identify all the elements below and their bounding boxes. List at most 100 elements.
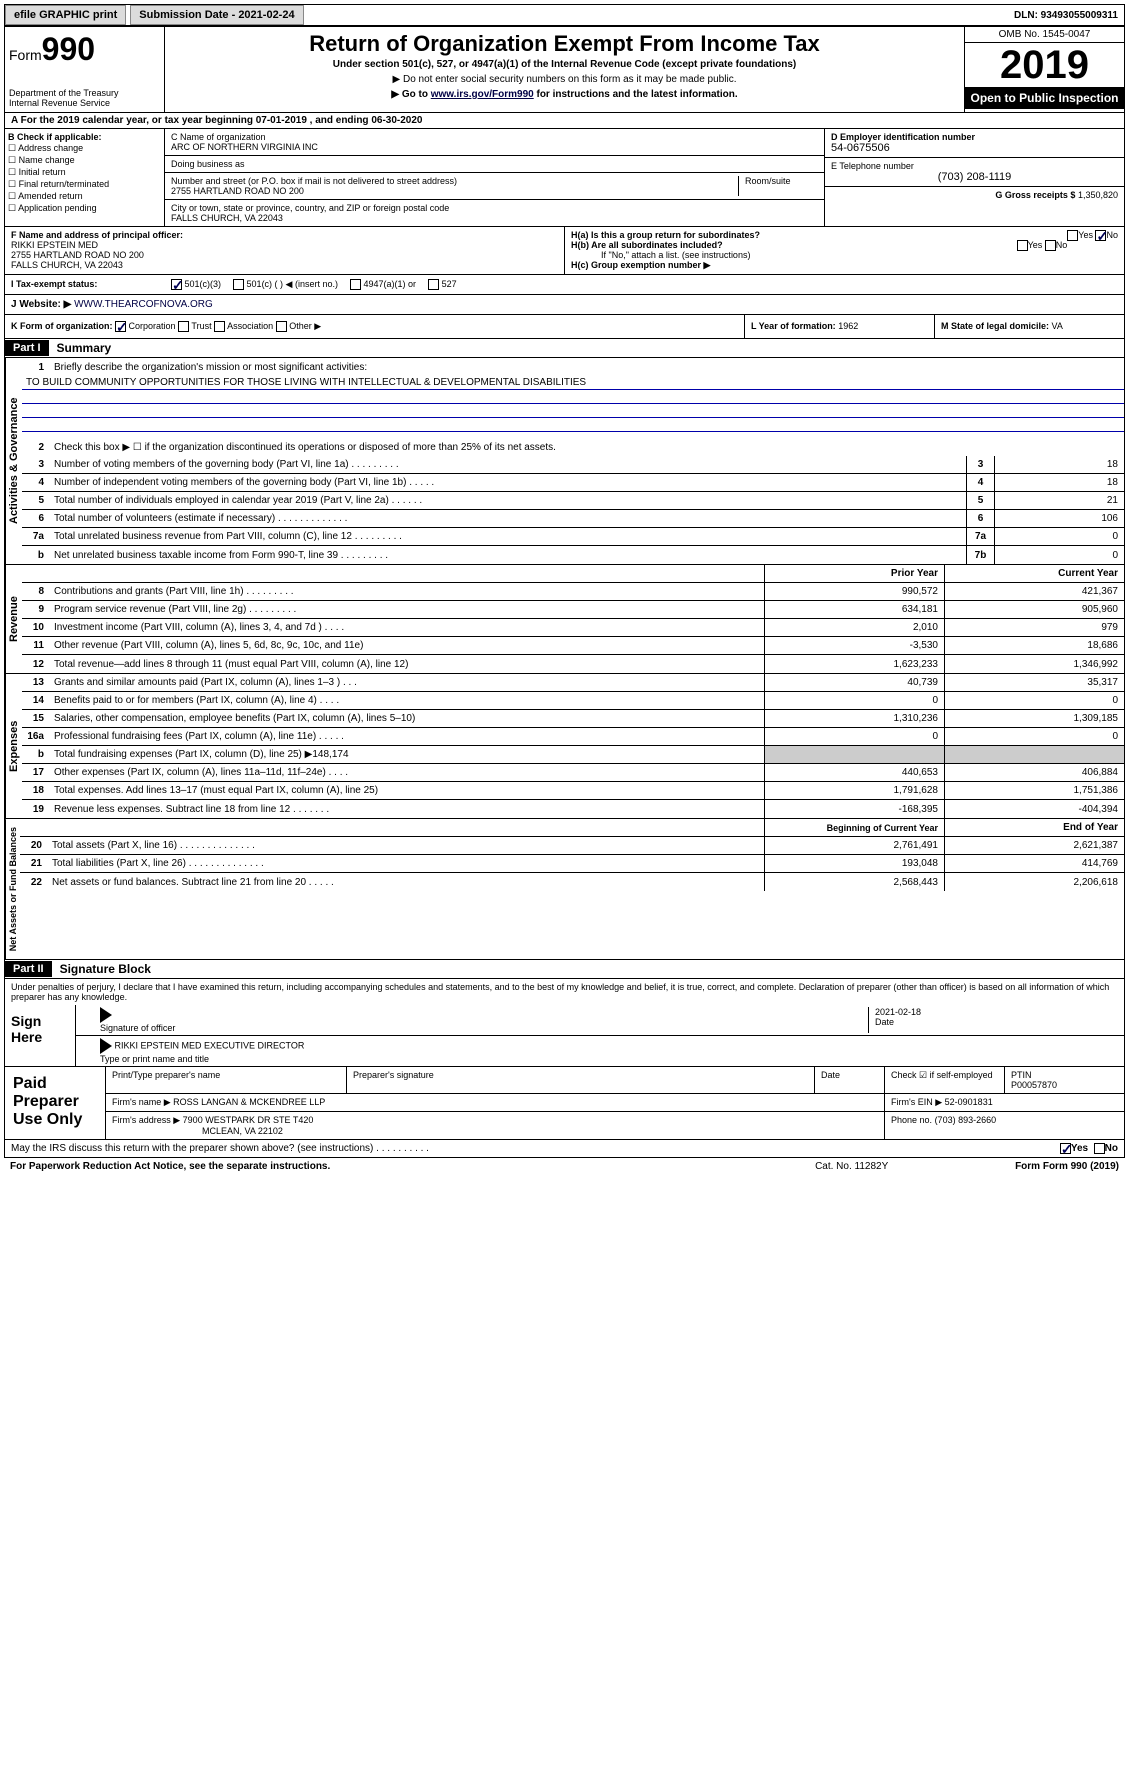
addr-label: Number and street (or P.O. box if mail i… — [171, 176, 738, 186]
chk-name-change[interactable]: ☐ Name change — [8, 155, 161, 166]
tel-label: E Telephone number — [831, 161, 1118, 171]
entity-grid: B Check if applicable: ☐ Address change … — [4, 129, 1125, 227]
section-c: C Name of organization ARC OF NORTHERN V… — [165, 129, 824, 226]
officer-printed-name: RIKKI EPSTEIN MED EXECUTIVE DIRECTOR — [115, 1041, 305, 1051]
dept-label: Department of the Treasury Internal Reve… — [9, 88, 160, 108]
gross-value: 1,350,820 — [1078, 190, 1118, 200]
summary-row: 20Total assets (Part X, line 16) . . . .… — [20, 837, 1124, 855]
sig-officer-label: Signature of officer — [100, 1023, 175, 1033]
ein-label: D Employer identification number — [831, 132, 1118, 142]
irs-link[interactable]: www.irs.gov/Form990 — [431, 89, 534, 100]
ha-yes[interactable] — [1067, 230, 1078, 241]
discuss-yes[interactable] — [1060, 1143, 1071, 1154]
firm-name: ROSS LANGAN & MCKENDREE LLP — [173, 1097, 325, 1107]
tax-year: 2019 — [965, 43, 1124, 87]
governance-block: Activities & Governance 1Briefly describ… — [4, 358, 1125, 565]
firm-addr1: 7900 WESTPARK DR STE T420 — [183, 1115, 314, 1125]
firm-addr2: MCLEAN, VA 22102 — [112, 1126, 283, 1136]
addr-value: 2755 HARTLAND ROAD NO 200 — [171, 186, 738, 196]
section-f-h: F Name and address of principal officer:… — [4, 227, 1125, 275]
city-value: FALLS CHURCH, VA 22043 — [171, 213, 818, 223]
summary-row: 12Total revenue—add lines 8 through 11 (… — [22, 655, 1124, 673]
chk-assoc[interactable] — [214, 321, 225, 332]
netassets-block: Net Assets or Fund Balances Beginning of… — [4, 819, 1125, 960]
chk-trust[interactable] — [178, 321, 189, 332]
chk-501c[interactable] — [233, 279, 244, 290]
chk-application[interactable]: ☐ Application pending — [8, 203, 161, 214]
current-year-hdr: Current Year — [944, 565, 1124, 582]
chk-corp[interactable] — [115, 321, 126, 332]
section-b: B Check if applicable: ☐ Address change … — [5, 129, 165, 226]
officer-name: RIKKI EPSTEIN MED — [11, 240, 558, 250]
revenue-label: Revenue — [5, 565, 22, 673]
begin-year-hdr: Beginning of Current Year — [764, 819, 944, 836]
chk-4947[interactable] — [350, 279, 361, 290]
revenue-block: Revenue Prior YearCurrent Year 8Contribu… — [4, 565, 1125, 674]
prep-sig-label: Preparer's signature — [346, 1067, 814, 1093]
org-name-label: C Name of organization — [171, 132, 818, 142]
summary-row: 4Number of independent voting members of… — [22, 474, 1124, 492]
summary-row: 14Benefits paid to or for members (Part … — [22, 692, 1124, 710]
line1-label: Briefly describe the organization's miss… — [50, 360, 1124, 375]
self-employed-check[interactable]: Check ☑ if self-employed — [884, 1067, 1004, 1093]
form-number: Form990 — [9, 31, 160, 68]
summary-row: 9Program service revenue (Part VIII, lin… — [22, 601, 1124, 619]
summary-row: bTotal fundraising expenses (Part IX, co… — [22, 746, 1124, 764]
hb-row: H(b) Are all subordinates included? Yes … — [571, 240, 1118, 250]
officer-addr2: FALLS CHURCH, VA 22043 — [11, 260, 558, 270]
ptin-value: P00057870 — [1011, 1080, 1057, 1090]
website-link[interactable]: WWW.THEARCOFNOVA.ORG — [74, 299, 213, 310]
paid-preparer-label: Paid Preparer Use Only — [5, 1067, 105, 1139]
chk-other[interactable] — [276, 321, 287, 332]
hc-row: H(c) Group exemption number ▶ — [571, 260, 1118, 271]
chk-final-return[interactable]: ☐ Final return/terminated — [8, 179, 161, 190]
expenses-label: Expenses — [5, 674, 22, 818]
summary-row: 3Number of voting members of the governi… — [22, 456, 1124, 474]
hb-no[interactable] — [1045, 240, 1056, 251]
summary-row: 15Salaries, other compensation, employee… — [22, 710, 1124, 728]
ha-no[interactable] — [1095, 230, 1106, 241]
discuss-no[interactable] — [1094, 1143, 1105, 1154]
footer: For Paperwork Reduction Act Notice, see … — [4, 1158, 1125, 1175]
summary-row: 11Other revenue (Part VIII, column (A), … — [22, 637, 1124, 655]
dln-label: DLN: 93493055009311 — [1008, 7, 1124, 24]
netassets-label: Net Assets or Fund Balances — [5, 819, 20, 959]
submission-date: Submission Date - 2021-02-24 — [130, 5, 303, 25]
prep-name-label: Print/Type preparer's name — [106, 1067, 346, 1093]
discuss-row: May the IRS discuss this return with the… — [4, 1140, 1125, 1158]
section-k: K Form of organization: Corporation Trus… — [4, 315, 1125, 339]
subtitle-3: ▶ Go to www.irs.gov/Form990 for instruct… — [169, 89, 960, 100]
period-row: A For the 2019 calendar year, or tax yea… — [4, 113, 1125, 129]
part1-header: Part I Summary — [4, 339, 1125, 358]
hb-yes[interactable] — [1017, 240, 1028, 251]
firm-ein: 52-0901831 — [945, 1097, 993, 1107]
summary-row: 22Net assets or fund balances. Subtract … — [20, 873, 1124, 891]
form-header: Form990 Department of the Treasury Inter… — [4, 26, 1125, 113]
prep-date-label: Date — [814, 1067, 884, 1093]
hb-note: If "No," attach a list. (see instruction… — [571, 250, 1118, 260]
end-year-hdr: End of Year — [944, 819, 1124, 836]
ein-value: 54-0675506 — [831, 142, 1118, 154]
expenses-block: Expenses 13Grants and similar amounts pa… — [4, 674, 1125, 819]
chk-address-change[interactable]: ☐ Address change — [8, 143, 161, 154]
arrow-icon — [100, 1038, 112, 1054]
form-ref: Form Form 990 (2019) — [1015, 1161, 1119, 1172]
summary-row: 7aTotal unrelated business revenue from … — [22, 528, 1124, 546]
summary-row: 5Total number of individuals employed in… — [22, 492, 1124, 510]
chk-501c3[interactable] — [171, 279, 182, 290]
chk-amended[interactable]: ☐ Amended return — [8, 191, 161, 202]
topbar: efile GRAPHIC print Submission Date - 20… — [4, 4, 1125, 26]
summary-row: 17Other expenses (Part IX, column (A), l… — [22, 764, 1124, 782]
section-j: J Website: ▶ WWW.THEARCOFNOVA.ORG — [4, 295, 1125, 315]
summary-row: bNet unrelated business taxable income f… — [22, 546, 1124, 564]
chk-initial-return[interactable]: ☐ Initial return — [8, 167, 161, 178]
org-name: ARC OF NORTHERN VIRGINIA INC — [171, 142, 818, 152]
city-label: City or town, state or province, country… — [171, 203, 818, 213]
sig-date: 2021-02-18 — [875, 1007, 921, 1017]
section-i: I Tax-exempt status: 501(c)(3) 501(c) ( … — [4, 275, 1125, 295]
tel-value: (703) 208-1119 — [831, 171, 1118, 183]
efile-button[interactable]: efile GRAPHIC print — [5, 5, 126, 25]
chk-527[interactable] — [428, 279, 439, 290]
signature-block: Under penalties of perjury, I declare th… — [4, 979, 1125, 1067]
summary-row: 8Contributions and grants (Part VIII, li… — [22, 583, 1124, 601]
